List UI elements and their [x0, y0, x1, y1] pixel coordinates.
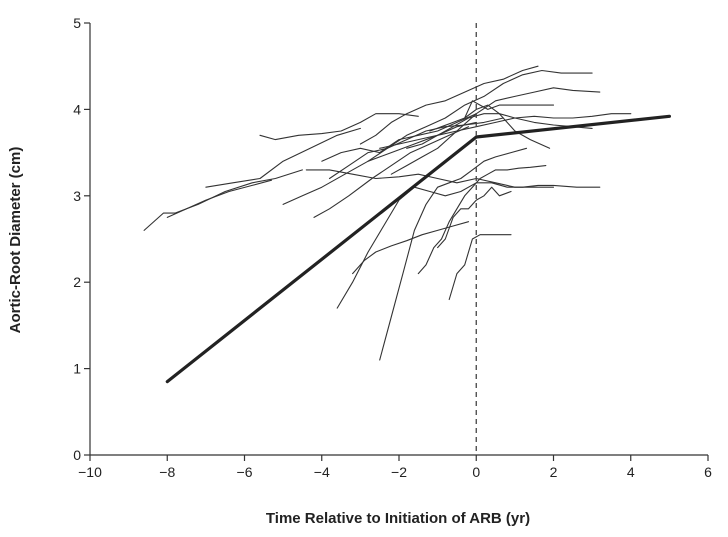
patient-line-10: [367, 69, 593, 162]
x-tick-label: −2: [391, 464, 407, 480]
y-tick-label: 2: [73, 274, 81, 290]
patient-line-6: [313, 126, 470, 218]
patient-line-17: [352, 221, 470, 275]
x-tick-label: −4: [314, 464, 330, 480]
y-axis-title: Aortic-Root Diameter (cm): [7, 147, 24, 334]
patient-line-7: [321, 113, 477, 162]
patient-line-8: [328, 117, 504, 180]
patient-line-3: [205, 127, 361, 188]
patient-line-20: [448, 234, 512, 301]
y-tick-label: 4: [73, 101, 81, 117]
patient-line-15: [336, 182, 601, 309]
patient-line-19: [437, 186, 512, 249]
trend-line: [165, 114, 671, 384]
x-tick-label: −6: [237, 464, 253, 480]
y-tick-label: 5: [73, 15, 81, 31]
patient-line-21: [464, 100, 555, 119]
x-tick-label: 4: [627, 464, 635, 480]
patient-line-16: [379, 147, 528, 361]
patient-line-22: [429, 104, 551, 149]
patient-line-18: [417, 165, 547, 275]
patient-lines: [143, 65, 632, 361]
patient-line-9: [359, 65, 539, 145]
x-tick-label: −10: [78, 464, 102, 480]
axes: −10 −8 −6 −4 −2 0 2 4 6 0 1 2 3 4 5: [73, 15, 712, 480]
x-tick-label: 2: [550, 464, 558, 480]
x-tick-label: 0: [472, 464, 480, 480]
trend-layer: [165, 114, 671, 384]
patient-line-5: [282, 121, 477, 205]
x-ticks: −10 −8 −6 −4 −2 0 2 4 6: [78, 455, 712, 480]
y-ticks: 0 1 2 3 4 5: [73, 15, 90, 463]
patient-line-4: [259, 113, 419, 141]
x-tick-label: 6: [704, 464, 712, 480]
patient-line-13: [406, 113, 593, 149]
x-tick-label: −8: [159, 464, 175, 480]
y-tick-label: 3: [73, 188, 81, 204]
patient-line-12: [390, 87, 601, 175]
y-tick-label: 1: [73, 361, 81, 377]
patient-line-2: [166, 179, 273, 218]
x-axis-title: Time Relative to Initiation of ARB (yr): [266, 510, 530, 527]
patient-line-1: [143, 169, 303, 231]
y-tick-label: 0: [73, 447, 81, 463]
